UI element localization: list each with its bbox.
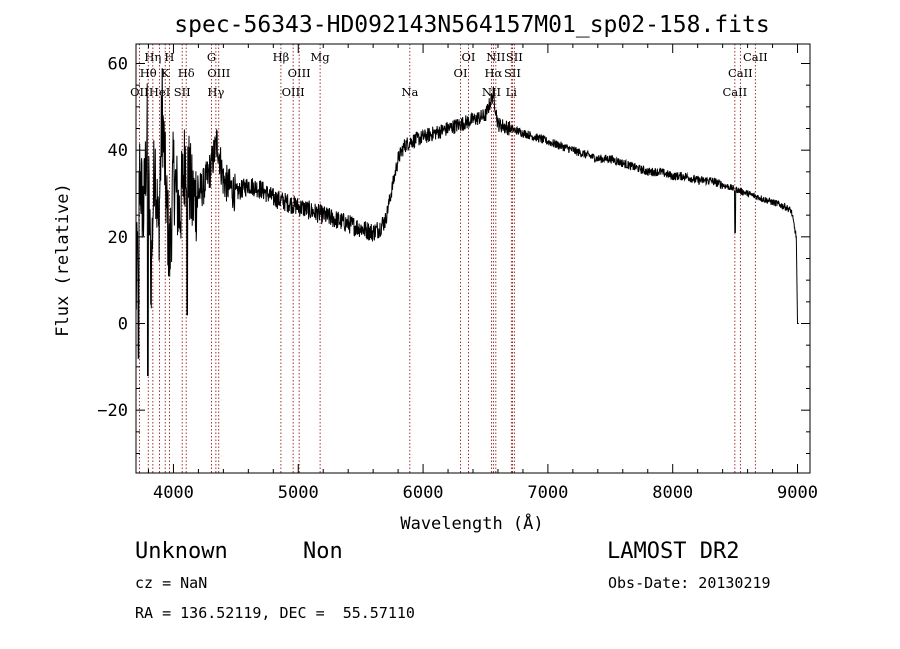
spectrum-series — [135, 68, 799, 376]
plot-frame — [135, 43, 811, 474]
x-tick-label: 6000 — [403, 483, 444, 503]
spectral-line-label: HeI — [149, 85, 170, 99]
spectral-line-label: H — [164, 50, 174, 64]
spectral-line-label: NII — [482, 85, 501, 99]
x-tick-label: 8000 — [652, 483, 693, 503]
x-tick-label: 9000 — [777, 483, 818, 503]
spectral-line-label: CaII — [728, 66, 753, 80]
x-tick-label: 5000 — [278, 483, 319, 503]
spectral-line-label: K — [161, 66, 170, 80]
spectral-line-label: SII — [504, 66, 521, 80]
y-axis-label: Flux (relative) — [53, 183, 73, 337]
spectral-line-label: Hα — [484, 66, 502, 80]
spectral-line-markers — [138, 44, 756, 473]
spectrum-line — [135, 68, 799, 376]
spectral-line-label: NII — [486, 50, 505, 64]
y-tick-label: 0 — [118, 315, 128, 335]
x-tick-label: 7000 — [527, 483, 568, 503]
spectral-line-label: Hδ — [178, 66, 195, 80]
object-class: Unknown — [135, 539, 228, 564]
spectral-line-label: OII — [130, 85, 149, 99]
y-axis-ticks: −20 0 20 40 60 — [97, 55, 810, 454]
coordinates: RA = 136.52119, DEC = 55.57110 — [135, 604, 415, 622]
spectral-line-label: SII — [506, 50, 523, 64]
y-tick-label: 20 — [108, 228, 128, 248]
spectral-line-label: SII — [174, 85, 191, 99]
spectral-line-label: OIII — [207, 66, 230, 80]
survey-name: LAMOST DR2 — [607, 539, 740, 564]
spectral-line-label: CaII — [722, 85, 747, 99]
redshift-cz: cz = NaN — [135, 574, 208, 592]
x-axis-ticks: 4000 5000 6000 7000 8000 9000 — [147, 44, 818, 503]
spectral-line-label: G — [207, 50, 216, 64]
spectral-line-label: Hη — [144, 50, 161, 64]
spectral-line-label: Mg — [311, 50, 331, 64]
spectral-line-label: Hβ — [273, 50, 290, 64]
spectral-line-label: Hγ — [207, 85, 224, 99]
chart-title: spec-56343-HD092143N564157M01_sp02-158.f… — [174, 12, 769, 38]
spectral-line-label: OI — [462, 50, 476, 64]
spectral-line-label: CaII — [743, 50, 768, 64]
y-tick-label: −20 — [97, 401, 128, 421]
spectral-line-label: Na — [401, 85, 418, 99]
spectral-line-label: OI — [454, 66, 468, 80]
spectral-line-label: OIII — [288, 66, 311, 80]
spectral-line-label: Hθ — [140, 66, 157, 80]
x-tick-label: 4000 — [153, 483, 194, 503]
spectral-line-label: OIII — [282, 85, 305, 99]
y-tick-label: 40 — [108, 141, 128, 161]
spectral-line-labels: OIIHθHηHeIKHSIIHδGHγOIIIHβOIIIOIIIMgNaOI… — [130, 50, 768, 99]
observation-date: Obs-Date: 20130219 — [608, 574, 771, 592]
object-subclass: Non — [303, 539, 343, 564]
x-axis-label: Wavelength (Å) — [400, 512, 543, 534]
spectral-line-label: Li — [506, 85, 518, 99]
y-tick-label: 60 — [108, 55, 128, 75]
